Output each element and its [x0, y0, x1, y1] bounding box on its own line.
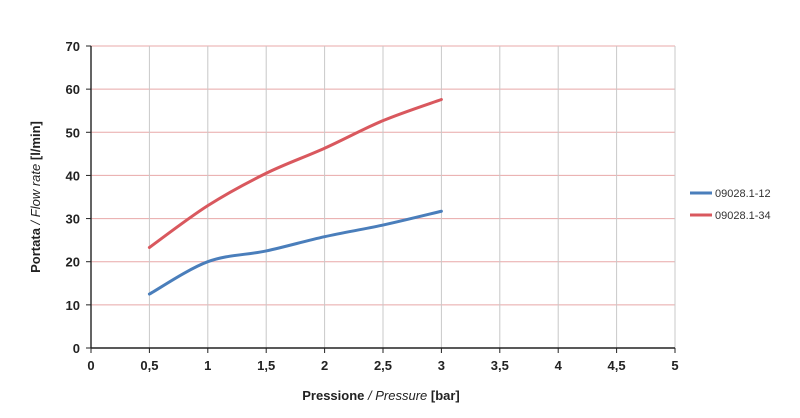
y-axis-label: Portata / Flow rate [l/min] [28, 121, 43, 273]
series-lines [147, 97, 443, 296]
y-tick-labels: 0 10 20 30 40 50 60 70 [66, 39, 80, 356]
y-tick-label: 70 [66, 39, 80, 54]
x-tick-label: 0 [87, 358, 94, 373]
x-tick-label: 3 [438, 358, 445, 373]
x-tick-label: 4 [555, 358, 563, 373]
x-axis-label-sep: / [364, 388, 375, 403]
x-axis-label: Pressione / Pressure [bar] [302, 388, 460, 403]
legend-label-1: 09028.1-34 [715, 210, 771, 222]
x-tick-labels: 0 0,5 1 1,5 2 2,5 3 3,5 4 4,5 5 [87, 358, 678, 373]
y-tick-label: 40 [66, 168, 80, 183]
y-axis-label-sep: / [28, 217, 43, 228]
y-axis-label-en: Flow rate [28, 164, 43, 217]
y-tick-label: 20 [66, 255, 80, 270]
y-tick-label: 10 [66, 298, 80, 313]
x-axis-label-en: Pressure [375, 388, 427, 403]
y-tick-label: 30 [66, 212, 80, 227]
legend-label-0: 09028.1-12 [715, 188, 771, 200]
series-line-0 [147, 209, 443, 296]
y-axis-label-unit: [l/min] [28, 121, 43, 164]
y-tick-label: 0 [73, 341, 80, 356]
y-axis-label-it: Portata [28, 227, 43, 273]
x-axis-label-unit: [bar] [427, 388, 460, 403]
x-tick-label: 3,5 [491, 358, 509, 373]
grid-lines [91, 45, 676, 348]
legend: 09028.1-12 09028.1-34 [690, 188, 771, 222]
series-line-1 [147, 97, 443, 249]
x-tick-label: 2 [321, 358, 328, 373]
axes [86, 45, 676, 353]
x-tick-label: 0,5 [140, 358, 158, 373]
y-tick-label: 60 [66, 82, 80, 97]
x-axis-label-it: Pressione [302, 388, 364, 403]
x-tick-label: 4,5 [608, 358, 626, 373]
x-tick-label: 1 [204, 358, 211, 373]
y-tick-label: 50 [66, 125, 80, 140]
x-tick-label: 5 [671, 358, 678, 373]
x-tick-label: 2,5 [374, 358, 392, 373]
x-tick-label: 1,5 [257, 358, 275, 373]
